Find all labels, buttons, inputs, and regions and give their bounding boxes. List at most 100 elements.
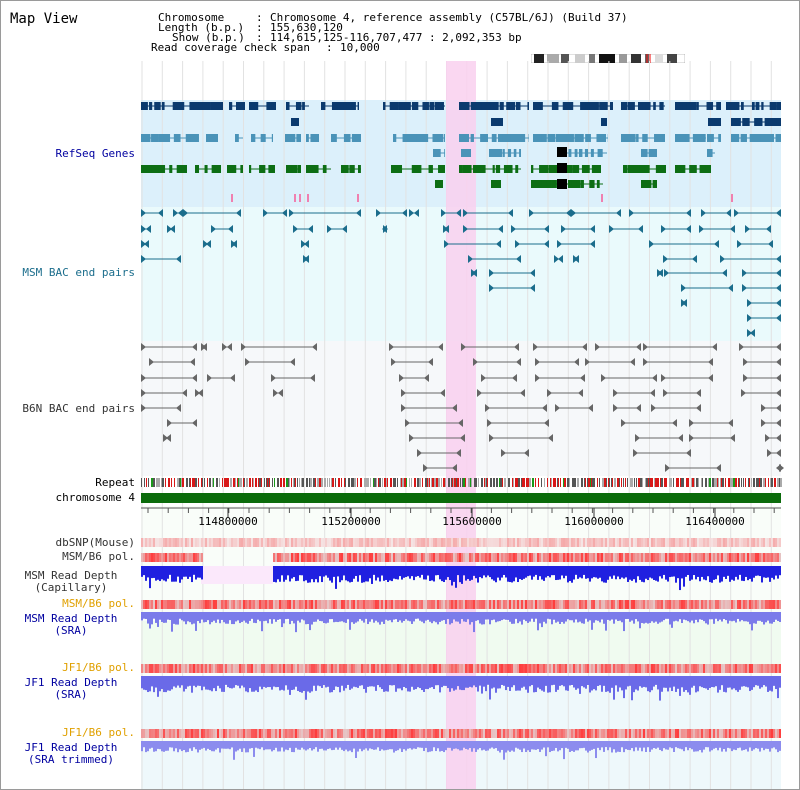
label-msm-depth-sra[interactable]: MSM Read Depth (SRA) bbox=[24, 612, 118, 637]
msm-pol2-cell bbox=[695, 600, 697, 609]
jf1-sra-depth bbox=[681, 676, 683, 688]
jf1-trim-depth bbox=[587, 741, 589, 753]
chromosome-ideogram[interactable] bbox=[531, 54, 685, 63]
msm-sra-depth bbox=[305, 612, 307, 625]
msm-sra-depth bbox=[273, 612, 275, 620]
jf1-trim-depth bbox=[143, 741, 145, 748]
b6n-bac-end bbox=[290, 358, 295, 366]
msm-cap-depth bbox=[777, 566, 779, 579]
jf1-sra-depth bbox=[277, 676, 279, 688]
msm-pol2-cell bbox=[281, 600, 283, 609]
label-repeat[interactable]: Repeat bbox=[95, 476, 135, 489]
jf1-trim-depth bbox=[579, 741, 581, 749]
dbsnp-cell bbox=[757, 538, 759, 547]
msm-pol-cell bbox=[551, 553, 553, 562]
msm-sra-depth bbox=[181, 612, 183, 621]
jf1-sra-depth bbox=[511, 676, 513, 688]
repeat-element bbox=[291, 478, 292, 487]
label-msm-b6-pol[interactable]: MSM/B6 pol. bbox=[62, 550, 135, 563]
label-msm-depth-capillary[interactable]: MSM Read Depth (Capillary) bbox=[24, 569, 118, 594]
msm-pol-cell bbox=[749, 553, 751, 562]
jf1-trim-depth bbox=[495, 741, 497, 749]
dbsnp-cell bbox=[393, 538, 395, 547]
repeat-element bbox=[222, 478, 223, 487]
jf1-pol-cell bbox=[745, 664, 747, 673]
dbsnp-cell bbox=[459, 538, 461, 547]
jf1-sra-depth bbox=[273, 676, 275, 687]
msm-pol-cell bbox=[673, 553, 675, 562]
msm-pol2-cell bbox=[579, 600, 581, 609]
b6n-bac-end bbox=[728, 419, 733, 427]
msm-cap-depth bbox=[773, 566, 775, 580]
msm-pol-cell bbox=[531, 553, 533, 562]
label-jf1-b6-pol[interactable]: JF1/B6 pol. bbox=[62, 661, 135, 674]
label-msm-b6-pol-2[interactable]: MSM/B6 pol. bbox=[62, 597, 135, 610]
jf1-pol-cell bbox=[713, 664, 715, 673]
jf1-pol-cell bbox=[577, 664, 579, 673]
msm-cap-depth bbox=[429, 566, 431, 581]
msm-pol2-cell bbox=[415, 600, 417, 609]
b6n-bac-end bbox=[141, 374, 146, 382]
msm-pol-cell bbox=[543, 553, 545, 562]
refseq-gene-exon bbox=[751, 102, 755, 110]
label-b6n-bac[interactable]: B6N BAC end pairs bbox=[22, 402, 135, 415]
refseq-gene-exon bbox=[195, 165, 200, 173]
jf1-trim-depth bbox=[753, 741, 755, 750]
jf1-pol-cell bbox=[647, 664, 649, 673]
label-jf1-b6-pol-2[interactable]: JF1/B6 pol. bbox=[62, 726, 135, 739]
msm-pol-cell bbox=[611, 553, 613, 562]
jf1-sra-depth bbox=[585, 676, 587, 689]
msm-sra-depth bbox=[217, 612, 219, 620]
jf1-pol2-cell bbox=[775, 729, 777, 738]
label-jf1-depth-trimmed[interactable]: JF1 Read Depth (SRA trimmed) bbox=[24, 741, 118, 766]
msm-pol2-cell bbox=[247, 600, 249, 609]
repeat-element bbox=[295, 478, 296, 487]
refseq-gene-exon bbox=[742, 118, 750, 126]
jf1-pol-cell bbox=[497, 664, 499, 673]
label-jf1-depth-sra[interactable]: JF1 Read Depth (SRA) bbox=[24, 676, 118, 701]
jf1-pol2-cell bbox=[707, 729, 709, 738]
refseq-gene-exon bbox=[533, 102, 541, 110]
label-refseq-genes[interactable]: RefSeq Genes bbox=[55, 147, 135, 160]
refseq-marker bbox=[731, 194, 733, 202]
jf1-pol2-cell bbox=[585, 729, 587, 738]
jf1-pol2-cell bbox=[755, 729, 757, 738]
refseq-gene-exon bbox=[761, 102, 764, 110]
jf1-pol2-cell bbox=[159, 729, 161, 738]
jf1-trim-depth bbox=[607, 741, 609, 751]
msm-pol2-cell bbox=[461, 600, 463, 609]
msm-sra-depth bbox=[467, 612, 469, 620]
msm-cap-depth bbox=[711, 566, 713, 583]
repeat-element bbox=[186, 478, 188, 487]
dbsnp-cell bbox=[631, 538, 633, 547]
refseq-gene-exon bbox=[206, 134, 212, 142]
jf1-trim-depth bbox=[583, 741, 585, 748]
jf1-sra-depth bbox=[603, 676, 605, 686]
msm-sra-depth bbox=[505, 612, 507, 620]
jf1-pol-cell bbox=[719, 664, 721, 673]
msm-pol2-cell bbox=[559, 600, 561, 609]
jf1-sra-depth bbox=[695, 676, 697, 693]
dbsnp-cell bbox=[365, 538, 367, 547]
jf1-pol2-cell bbox=[763, 729, 765, 738]
label-msm-bac[interactable]: MSM BAC end pairs bbox=[22, 266, 135, 279]
jf1-sra-depth bbox=[457, 676, 459, 687]
jf1-pol-cell bbox=[363, 664, 365, 673]
jf1-trim-depth bbox=[369, 741, 371, 749]
refseq-gene-exon bbox=[337, 102, 346, 110]
msm-bac-end bbox=[327, 225, 332, 233]
b6n-bac-end bbox=[461, 343, 466, 351]
jf1-pol2-cell bbox=[537, 729, 539, 738]
msm-pol2-cell bbox=[301, 600, 303, 609]
refseq-gene-exon bbox=[547, 134, 556, 142]
msm-cap-depth bbox=[569, 566, 571, 582]
repeat-element bbox=[318, 478, 319, 487]
repeat-element bbox=[725, 478, 726, 487]
msm-pol-cell bbox=[387, 553, 389, 562]
msm-sra-depth bbox=[509, 612, 511, 622]
msm-pol2-cell bbox=[159, 600, 161, 609]
jf1-sra-depth bbox=[367, 676, 369, 687]
label-dbsnp[interactable]: dbSNP(Mouse) bbox=[55, 536, 135, 549]
jf1-pol-cell bbox=[607, 664, 609, 673]
